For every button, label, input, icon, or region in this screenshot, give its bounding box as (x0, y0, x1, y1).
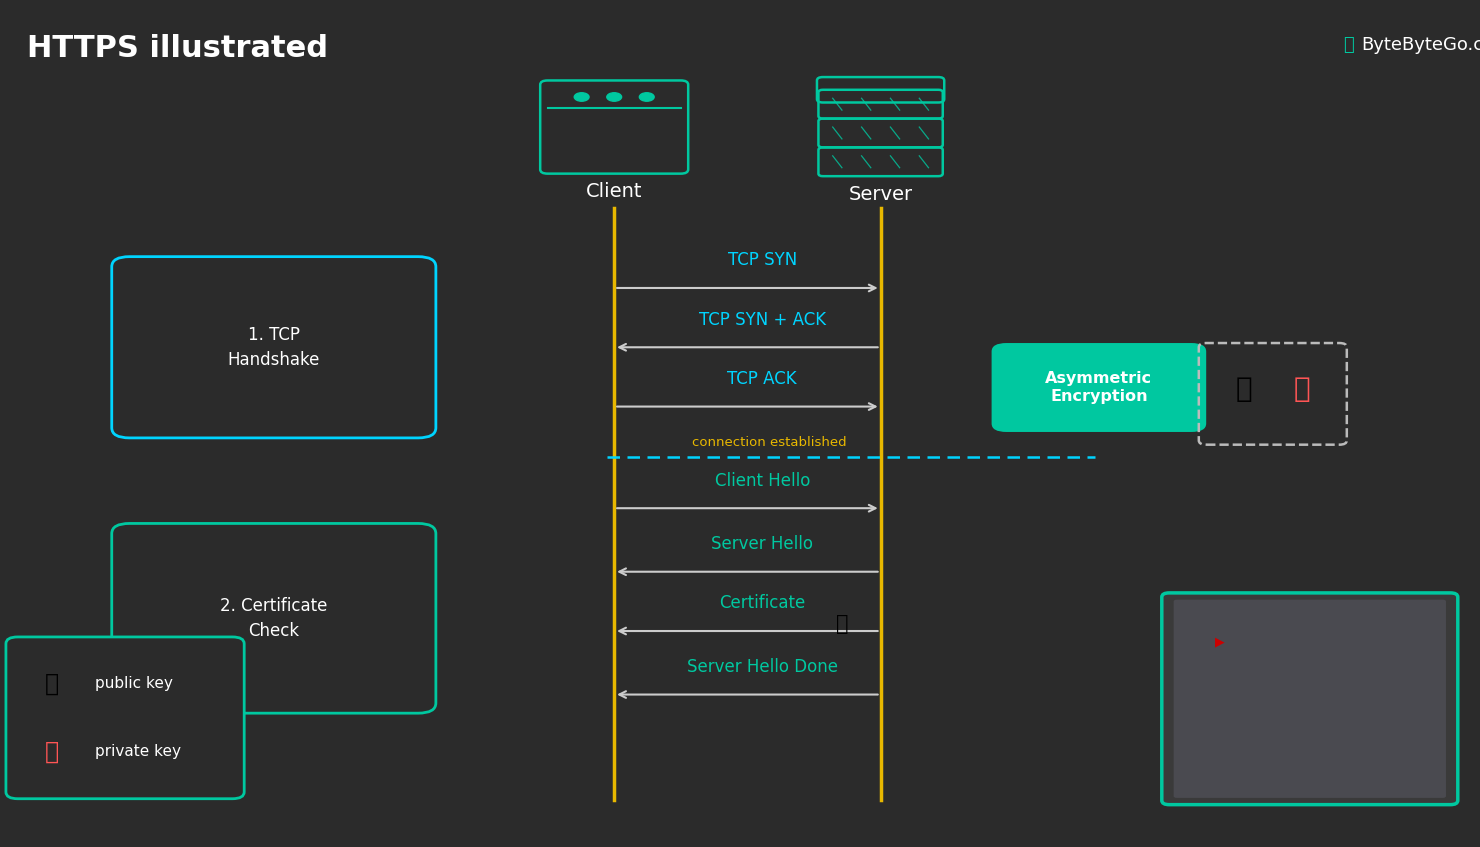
Circle shape (639, 92, 654, 101)
Circle shape (574, 92, 589, 101)
Text: ByteByteGo.com: ByteByteGo.com (1362, 36, 1480, 54)
FancyBboxPatch shape (6, 637, 244, 799)
Text: 1. TCP
Handshake: 1. TCP Handshake (228, 326, 320, 368)
Text: Certificate: Certificate (719, 595, 805, 612)
Text: connection established: connection established (693, 436, 847, 449)
Text: private key: private key (95, 745, 181, 760)
Text: TCP SYN: TCP SYN (728, 252, 796, 269)
Text: HTTPS illustrated: HTTPS illustrated (27, 34, 327, 63)
Circle shape (607, 92, 622, 101)
FancyBboxPatch shape (1162, 593, 1458, 805)
Text: Ⓝ: Ⓝ (1344, 36, 1354, 54)
Text: Server Hello Done: Server Hello Done (687, 658, 838, 676)
Text: Client: Client (586, 182, 642, 201)
Text: public key: public key (95, 676, 173, 691)
Text: TCP ACK: TCP ACK (727, 370, 798, 388)
Text: 🔑: 🔑 (1294, 375, 1310, 403)
Text: Server: Server (848, 185, 913, 203)
Text: Server Hello: Server Hello (712, 535, 813, 553)
FancyBboxPatch shape (992, 343, 1206, 432)
Text: Asymmetric
Encryption: Asymmetric Encryption (1045, 371, 1153, 404)
Text: 2. Certificate
Check: 2. Certificate Check (221, 597, 327, 639)
Text: 🔑: 🔑 (44, 740, 59, 764)
Text: 🔑: 🔑 (836, 613, 848, 634)
Text: ▶: ▶ (1215, 635, 1224, 648)
Text: TCP SYN + ACK: TCP SYN + ACK (699, 311, 826, 329)
Text: Client Hello: Client Hello (715, 472, 810, 490)
FancyBboxPatch shape (1174, 600, 1446, 798)
Text: 🔑: 🔑 (44, 672, 59, 695)
Text: 🔑: 🔑 (1236, 375, 1252, 403)
